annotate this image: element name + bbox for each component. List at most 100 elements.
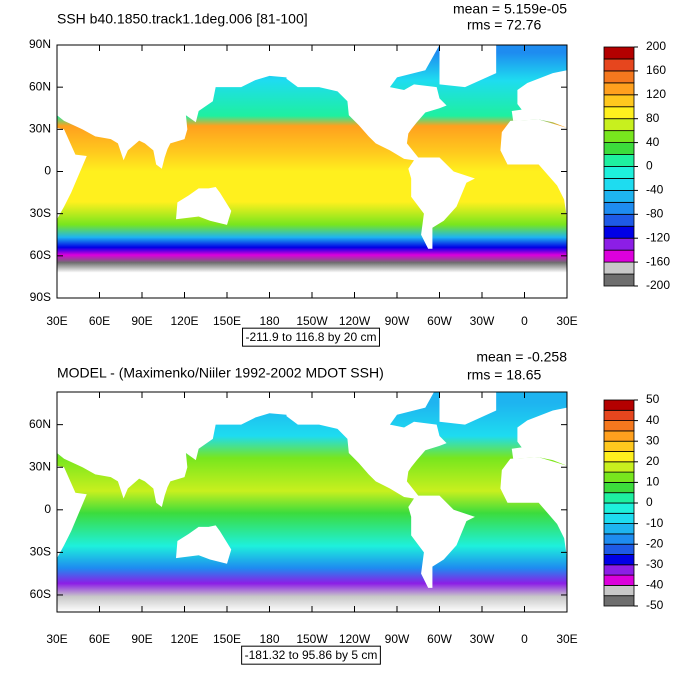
colorbar-box — [603, 130, 635, 143]
colorbar-box — [603, 409, 635, 421]
colorbar-box — [603, 82, 635, 96]
x-tick-label: 120E — [170, 314, 198, 328]
colorbar-label: 40 — [646, 135, 660, 149]
x-tick-label: 120W — [339, 632, 371, 646]
colorbar-label: 0 — [646, 495, 653, 509]
x-tick-label: 30W — [470, 314, 495, 328]
x-tick-label: 90W — [385, 314, 410, 328]
colorbar-box — [603, 461, 635, 473]
y-tick-label: 0 — [44, 502, 51, 516]
colorbar-label: -10 — [646, 516, 664, 530]
colorbar-label: -40 — [646, 578, 664, 592]
range-box — [242, 327, 380, 347]
map — [57, 45, 567, 298]
colorbar-box — [603, 502, 635, 514]
x-tick-label: 120E — [170, 632, 198, 646]
colorbar-box — [603, 237, 635, 251]
colorbar-box — [603, 440, 635, 452]
colorbar-box — [603, 533, 635, 545]
y-tick-label: 0 — [44, 164, 51, 178]
y-tick-label: 30S — [30, 545, 51, 559]
land — [57, 465, 87, 559]
mean-label: mean = 5.159e-05 — [453, 1, 567, 17]
colorbar-box — [603, 481, 635, 494]
colorbar-label: 0 — [646, 159, 653, 173]
x-tick-label: 60E — [89, 632, 110, 646]
colorbar-box — [603, 420, 635, 432]
y-tick-label: 30N — [29, 459, 51, 473]
x-tick-label: 60E — [89, 314, 110, 328]
colorbar-box — [603, 471, 635, 483]
x-tick-label: 150W — [296, 632, 328, 646]
y-tick-label: 60S — [30, 587, 51, 601]
x-tick-label: 150W — [296, 314, 328, 328]
land — [176, 525, 232, 564]
range-box — [241, 645, 381, 665]
colorbar-box — [603, 70, 635, 84]
x-tick-label: 90E — [131, 314, 152, 328]
colorbar-label: -50 — [646, 598, 664, 612]
y-tick-label: 60N — [29, 79, 51, 93]
colorbar-box — [603, 512, 635, 524]
mean-label: mean = -0.258 — [476, 349, 567, 365]
colorbar-box — [603, 574, 635, 586]
map — [57, 392, 567, 612]
colorbar-box — [603, 46, 635, 60]
y-tick-label: 90S — [30, 290, 51, 304]
colorbar-label: 120 — [646, 87, 666, 101]
range-label: -211.9 to 116.8 by 20 cm — [246, 330, 377, 344]
x-tick-label: 60W — [427, 632, 452, 646]
land — [57, 45, 287, 169]
land — [57, 392, 287, 507]
x-tick-label: 120W — [339, 314, 371, 328]
x-tick-label: 180 — [259, 632, 279, 646]
colorbar-box — [603, 492, 635, 504]
colorbar-label: 50 — [646, 392, 660, 406]
x-tick-label: 0 — [521, 632, 528, 646]
x-tick-label: 30W — [470, 632, 495, 646]
colorbar-box — [603, 106, 635, 120]
x-tick-label: 180 — [259, 314, 279, 328]
y-tick-label: 60N — [29, 417, 51, 431]
colorbar-label: -40 — [646, 183, 664, 197]
colorbar-label: -120 — [646, 230, 670, 244]
range-label: -181.32 to 95.86 by 5 cm — [245, 648, 378, 662]
land — [439, 392, 497, 425]
x-tick-label: 60W — [427, 314, 452, 328]
land — [286, 45, 475, 249]
colorbar-box — [603, 189, 635, 203]
colorbar-label: 10 — [646, 475, 660, 489]
panel-title: MODEL - (Maximenko/Niiler 1992-2002 MDOT… — [57, 365, 384, 381]
x-tick-label: 30E — [46, 314, 67, 328]
land — [286, 392, 475, 588]
colorbar-label: -200 — [646, 278, 670, 292]
land — [176, 186, 232, 225]
colorbar-box — [603, 58, 635, 72]
colorbar-label: -30 — [646, 557, 664, 571]
colorbar-box — [603, 595, 635, 607]
x-tick-label: 90W — [385, 632, 410, 646]
rms-label: rms = 18.65 — [467, 367, 542, 383]
colorbar-label: -80 — [646, 206, 664, 220]
colorbar-label: 160 — [646, 63, 666, 77]
colorbar-box — [603, 166, 635, 179]
y-tick-label: 30N — [29, 122, 51, 136]
colorbar-box — [603, 585, 635, 597]
x-tick-label: 90E — [131, 632, 152, 646]
x-tick-label: 30E — [556, 632, 577, 646]
colorbar-label: 200 — [646, 39, 666, 53]
colorbar-label: 40 — [646, 413, 660, 427]
colorbar-box — [603, 142, 635, 155]
x-tick-label: 30E — [556, 314, 577, 328]
land — [439, 45, 497, 88]
colorbar-box — [603, 273, 635, 287]
colorbar-label: -160 — [646, 254, 670, 268]
colorbar-box — [603, 94, 635, 108]
land — [511, 70, 567, 128]
colorbar-box — [603, 554, 635, 566]
y-tick-label: 90N — [29, 37, 51, 51]
panel-title: SSH b40.1850.track1.1deg.006 [81-100] — [57, 11, 308, 27]
land — [57, 127, 87, 220]
colorbar-box — [603, 564, 635, 576]
